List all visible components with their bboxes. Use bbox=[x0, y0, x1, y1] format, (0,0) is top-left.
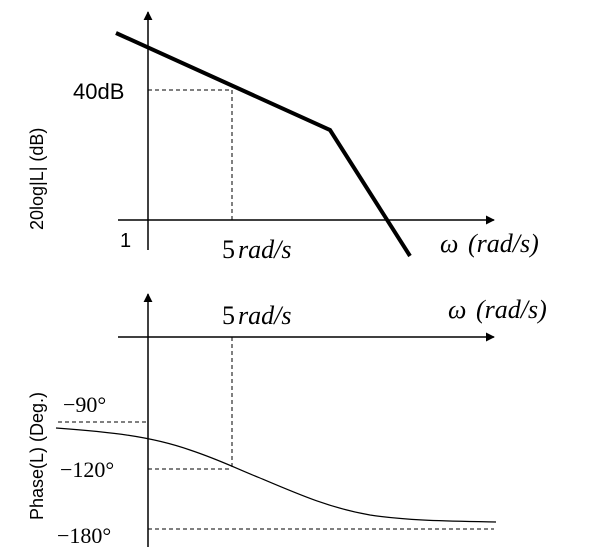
svg-text:rad/s: rad/s bbox=[238, 301, 291, 330]
phase-tick-label-5rads: 5 rad/s bbox=[222, 301, 291, 330]
svg-text:5: 5 bbox=[222, 301, 235, 330]
magnitude-tick-label-origin: 1 bbox=[120, 230, 131, 252]
phase-plot: Phase(L) (Deg.) −90° −120° −180° 5 rad/s… bbox=[27, 293, 547, 547]
magnitude-tick-label-5rads: 5 rad/s bbox=[222, 235, 291, 264]
magnitude-tick-label-40db: 40dB bbox=[73, 79, 124, 104]
svg-text:5: 5 bbox=[222, 235, 235, 264]
phase-tick-label-minus180: −180° bbox=[57, 523, 111, 547]
magnitude-x-label: ω (rad/s) bbox=[440, 229, 539, 258]
magnitude-y-label: 20log|L| (dB) bbox=[27, 128, 47, 230]
svg-text:rad/s: rad/s bbox=[238, 235, 291, 264]
phase-series-line bbox=[55, 427, 497, 523]
svg-text:(rad/s): (rad/s) bbox=[476, 295, 547, 324]
phase-y-label: Phase(L) (Deg.) bbox=[27, 392, 47, 520]
magnitude-series-line bbox=[115, 31, 412, 258]
svg-text:ω: ω bbox=[448, 295, 466, 324]
phase-tick-label-minus120: −120° bbox=[60, 457, 114, 482]
phase-x-label: ω (rad/s) bbox=[448, 295, 547, 324]
magnitude-plot: 20log|L| (dB) 40dB 1 5 rad/s ω (rad/s) bbox=[27, 11, 539, 264]
svg-text:ω: ω bbox=[440, 229, 458, 258]
phase-tick-label-minus90: −90° bbox=[63, 392, 106, 417]
svg-text:(rad/s): (rad/s) bbox=[468, 229, 539, 258]
